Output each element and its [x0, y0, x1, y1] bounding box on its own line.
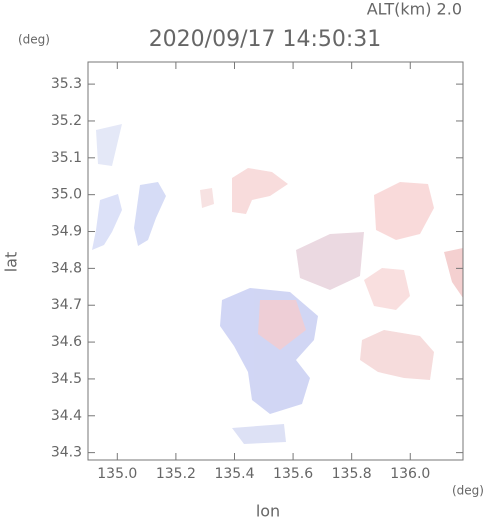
echo [258, 300, 306, 350]
y-tick-label: 34.7 [51, 297, 82, 313]
plot-frame [87, 61, 464, 461]
echo [232, 168, 288, 214]
x-tick-label: 135.0 [97, 466, 137, 482]
y-tick-label: 35.1 [51, 150, 82, 166]
x-tick-label: 135.2 [156, 466, 196, 482]
echo [134, 182, 166, 246]
echo [374, 182, 434, 240]
x-unit: (deg) [452, 484, 484, 498]
y-tick-label: 34.4 [51, 408, 82, 424]
x-tick-label: 135.6 [273, 466, 313, 482]
y-tick-label: 34.9 [51, 224, 82, 240]
echo [296, 232, 364, 290]
x-tick-label: 136.0 [390, 466, 430, 482]
echo [444, 248, 463, 298]
x-tick-label: 135.4 [214, 466, 254, 482]
echo [96, 124, 122, 166]
y-tick-label: 35.3 [51, 76, 82, 92]
y-tick-label: 35.0 [51, 187, 82, 203]
y-tick-label: 34.8 [51, 260, 82, 276]
y-axis-label: lat [2, 252, 21, 273]
echo [92, 194, 122, 250]
echo [360, 330, 434, 380]
x-axis-label: lon [256, 502, 280, 521]
y-tick-label: 34.3 [51, 445, 82, 461]
chart-subtitle: ALT(km) 2.0 [367, 0, 462, 19]
y-tick-label: 34.6 [51, 334, 82, 350]
y-unit: (deg) [18, 33, 50, 47]
echo-field [92, 124, 463, 444]
echo [364, 268, 410, 310]
chart-title: 2020/09/17 14:50:31 [149, 27, 382, 52]
y-tick-label: 34.5 [51, 371, 82, 387]
y-tick-label: 35.2 [51, 113, 82, 129]
echo [232, 424, 286, 444]
echo [200, 188, 214, 208]
x-tick-label: 135.8 [332, 466, 372, 482]
